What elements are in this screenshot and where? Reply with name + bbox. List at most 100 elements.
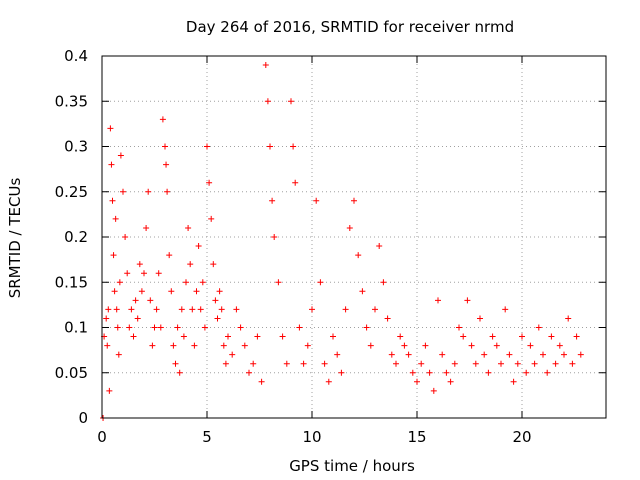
data-point	[464, 297, 471, 304]
data-point	[124, 270, 131, 277]
data-point	[531, 360, 538, 367]
data-point	[540, 351, 546, 358]
data-point	[397, 333, 404, 340]
data-point	[134, 315, 141, 322]
data-point	[241, 342, 248, 349]
data-point	[191, 342, 198, 349]
x-tick-label: 10	[302, 428, 321, 446]
data-point	[460, 333, 467, 340]
y-tick-label: 0.05	[55, 364, 88, 382]
x-tick-label: 15	[407, 428, 426, 446]
data-point	[104, 342, 111, 349]
y-axis-label: SRMTID / TECUs	[6, 178, 24, 299]
data-point	[254, 333, 261, 340]
data-point	[153, 306, 160, 313]
data-point	[178, 306, 185, 313]
data-point	[199, 279, 206, 286]
data-point	[166, 252, 173, 259]
data-point	[176, 369, 183, 376]
data-point	[556, 342, 563, 349]
data-point	[451, 360, 458, 367]
data-point	[304, 342, 311, 349]
x-tick-label: 5	[202, 428, 212, 446]
data-point	[477, 315, 483, 322]
data-point	[334, 351, 341, 358]
chart-title: Day 264 of 2016, SRMTID for receiver nrm…	[186, 18, 514, 36]
data-point	[498, 360, 504, 367]
x-axis-label: GPS time / hours	[289, 457, 415, 475]
data-point	[225, 333, 231, 340]
y-tick-label: 0.4	[64, 47, 88, 65]
data-point	[116, 279, 123, 286]
data-point	[218, 306, 225, 313]
x-tick-label: 0	[97, 428, 107, 446]
data-point	[149, 342, 156, 349]
y-tick-label: 0	[78, 409, 88, 427]
data-point	[493, 342, 500, 349]
data-point	[384, 315, 391, 322]
data-point	[401, 342, 408, 349]
data-point	[388, 351, 395, 358]
data-point	[162, 143, 168, 150]
data-point	[132, 297, 139, 304]
data-point	[267, 143, 273, 150]
data-point	[193, 288, 200, 295]
data-point	[288, 98, 294, 105]
data-point	[126, 324, 133, 331]
data-point	[443, 369, 450, 376]
y-tick-label: 0.2	[64, 228, 88, 246]
data-point	[233, 306, 240, 313]
data-point	[108, 161, 115, 168]
x-tick-label: 20	[512, 428, 531, 446]
data-point	[351, 197, 357, 204]
data-point	[112, 215, 119, 222]
data-point	[147, 297, 154, 304]
data-point	[170, 342, 177, 349]
data-point	[155, 270, 162, 277]
data-point	[195, 243, 202, 250]
y-tick-label: 0.1	[64, 319, 88, 337]
data-point	[376, 243, 383, 250]
data-point	[393, 360, 399, 367]
data-point	[519, 333, 525, 340]
data-point	[222, 360, 229, 367]
data-point	[204, 143, 210, 150]
data-point	[283, 360, 290, 367]
data-point	[264, 98, 271, 105]
y-tick-label: 0.15	[55, 273, 88, 291]
data-point	[330, 333, 336, 340]
data-point	[527, 342, 534, 349]
data-point	[246, 369, 252, 376]
data-point	[489, 333, 496, 340]
data-point	[212, 297, 219, 304]
data-point	[405, 351, 412, 358]
data-point	[172, 360, 179, 367]
data-point	[430, 387, 437, 394]
data-point	[548, 333, 555, 340]
data-point	[502, 306, 509, 313]
data-point	[569, 360, 576, 367]
data-point	[113, 306, 120, 313]
data-point	[506, 351, 513, 358]
data-point	[309, 306, 315, 313]
data-point	[275, 279, 282, 286]
data-point	[317, 279, 324, 286]
data-point	[573, 333, 580, 340]
data-point	[363, 324, 370, 331]
data-point	[367, 342, 374, 349]
data-point	[271, 234, 278, 240]
data-point	[197, 306, 204, 313]
data-point	[565, 315, 572, 322]
data-point	[418, 360, 425, 367]
data-point	[262, 62, 269, 69]
data-point	[338, 369, 345, 376]
data-point	[103, 315, 110, 322]
data-point	[426, 369, 433, 376]
data-point	[414, 378, 420, 385]
data-point	[106, 387, 113, 394]
data-point	[422, 342, 429, 349]
data-point	[189, 306, 196, 313]
data-point	[561, 351, 567, 358]
data-point	[117, 152, 124, 159]
